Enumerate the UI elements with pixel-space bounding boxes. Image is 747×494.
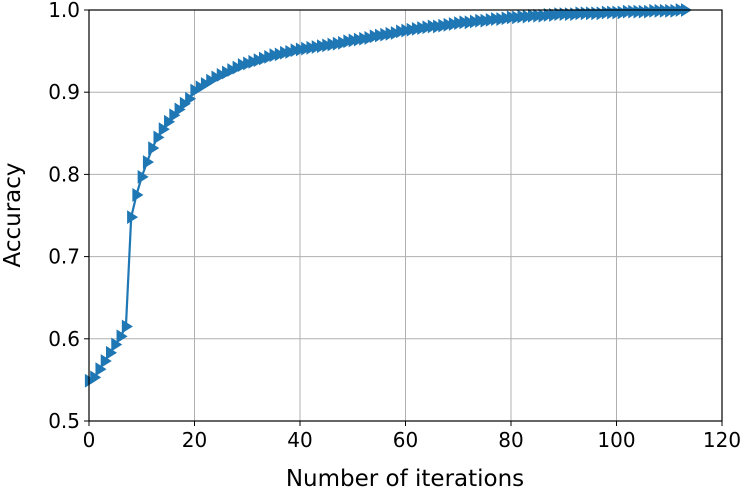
x-tick-label: 0 (83, 428, 96, 452)
x-tick-label: 60 (393, 428, 418, 452)
x-tick-label: 20 (182, 428, 207, 452)
plot-frame (88, 9, 723, 422)
y-tick-label: 0.5 (48, 409, 80, 433)
y-tick-label: 0.7 (48, 245, 80, 269)
y-tick-label: 0.9 (48, 80, 80, 104)
marker (148, 141, 160, 155)
x-tick-label: 80 (498, 428, 523, 452)
marker (127, 210, 139, 225)
x-axis-label: Number of iterations (286, 466, 524, 492)
line (88, 8, 686, 382)
y-tick-label: 1.0 (48, 0, 80, 22)
x-tick-label: 40 (287, 428, 312, 452)
x-tick-label: 120 (703, 428, 741, 452)
x-tick-label: 100 (597, 428, 635, 452)
marker (132, 188, 144, 202)
marker (121, 319, 133, 334)
marker (142, 155, 154, 169)
y-tick-label: 0.6 (48, 327, 80, 351)
marker (137, 169, 149, 184)
y-axis-label: Accuracy (0, 162, 26, 267)
y-tick-label: 0.8 (48, 162, 80, 186)
